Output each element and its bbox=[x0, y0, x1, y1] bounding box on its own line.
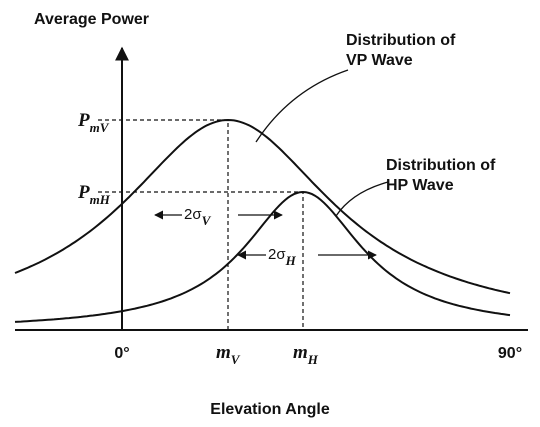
vp-leader bbox=[255, 69, 349, 143]
x-label: Elevation Angle bbox=[210, 401, 330, 418]
hp-caption: Distribution of bbox=[386, 157, 496, 174]
y-label: Average Power bbox=[34, 11, 149, 28]
x-end: 90° bbox=[498, 345, 522, 362]
vp-curve bbox=[14, 118, 511, 295]
hp-leader bbox=[335, 181, 389, 217]
hp-curve bbox=[14, 190, 511, 323]
vp-caption: VP Wave bbox=[346, 52, 413, 69]
vp-caption: Distribution of bbox=[346, 32, 456, 49]
hp-caption: HP Wave bbox=[386, 177, 454, 194]
x-start: 0° bbox=[114, 345, 129, 362]
hp-width-label: 2σH bbox=[268, 246, 297, 268]
vp-peak-label: PmV bbox=[77, 110, 110, 135]
vp-width-label: 2σV bbox=[184, 206, 212, 228]
vp-mean-label: mV bbox=[216, 342, 241, 367]
hp-mean-label: mH bbox=[293, 342, 319, 367]
hp-peak-label: PmH bbox=[77, 182, 111, 207]
